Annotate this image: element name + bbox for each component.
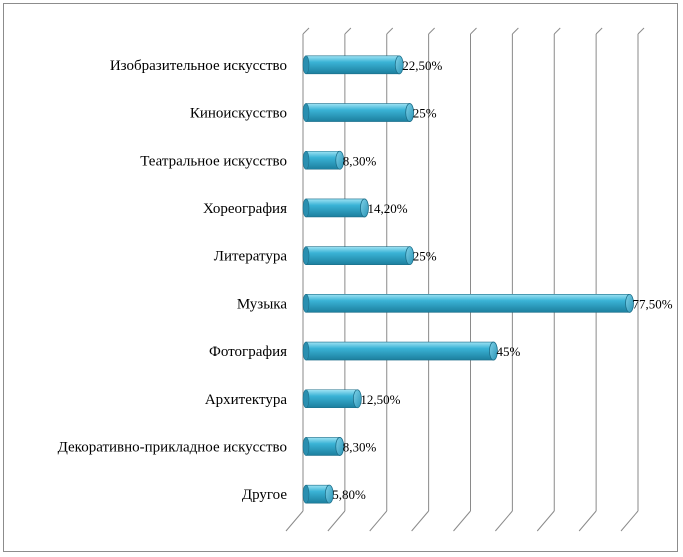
bars — [302, 55, 634, 504]
bar-right-cap — [625, 293, 634, 313]
value-labels: 22,50% 25% 8,30% 14,20% 25% 77,50% 45% 12,50% 8,… — [332, 58, 672, 502]
bar-left-cap — [302, 198, 310, 218]
category-label: Фотография — [209, 344, 287, 360]
data-label: 25% — [413, 106, 437, 121]
category-label: Архитектура — [205, 392, 288, 408]
bar-right-cap — [352, 389, 362, 409]
data-label: 77,50% — [633, 296, 673, 311]
category-label: Другое — [242, 487, 287, 503]
bar-left-cap — [302, 55, 310, 75]
bar-body — [305, 294, 630, 313]
bar — [302, 293, 634, 313]
data-label: 8,30% — [343, 153, 377, 168]
gridline-top — [512, 27, 519, 35]
category-label: Литература — [214, 249, 288, 265]
gridline-floor — [453, 510, 471, 532]
gridline-floor — [285, 510, 304, 532]
bar — [302, 437, 345, 456]
data-label: 14,20% — [367, 201, 407, 216]
bar — [302, 341, 498, 361]
gridline-floor — [327, 510, 346, 532]
category-label: Декоративно-прикладное искусство — [58, 439, 287, 455]
bar-left-cap — [302, 150, 310, 170]
bar-right-cap — [335, 150, 345, 170]
bar-right-cap — [394, 55, 404, 75]
bar-body — [305, 150, 341, 170]
bar-right-cap — [405, 103, 415, 122]
chart-frame — [3, 3, 678, 552]
gridline-floor — [494, 510, 513, 532]
bar — [302, 103, 415, 122]
bar-left-cap — [302, 484, 310, 504]
bar-left-cap — [302, 389, 310, 409]
bar-right-cap — [360, 198, 369, 218]
gridline-floor — [369, 510, 388, 532]
gridline-top — [595, 27, 603, 35]
bar-left-cap — [302, 341, 310, 361]
gridline-top — [344, 27, 352, 35]
gridline-floor — [411, 510, 430, 532]
bar — [302, 198, 369, 218]
bar-left-cap — [302, 437, 310, 456]
bar-body — [305, 103, 410, 122]
bar-right-cap — [335, 437, 345, 456]
bar-right-cap — [324, 484, 334, 504]
bar-left-cap — [302, 103, 310, 122]
bar-body — [305, 198, 365, 218]
data-label: 8,30% — [343, 439, 377, 454]
category-label: Изобразительное искусство — [110, 58, 287, 74]
bar — [302, 484, 334, 504]
gridline-top — [470, 27, 477, 35]
data-label: 25% — [413, 249, 437, 264]
bar-body — [305, 246, 410, 265]
category-label: Музыка — [237, 296, 288, 312]
bar — [302, 389, 362, 409]
bar-left-cap — [302, 294, 310, 313]
data-label: 5,80% — [332, 487, 366, 502]
bar-body — [305, 389, 358, 409]
bar-left-cap — [302, 246, 310, 265]
data-label: 22,50% — [402, 58, 442, 73]
bar — [302, 246, 415, 266]
gridline-top — [386, 27, 394, 35]
bar — [302, 150, 345, 170]
gridline-top — [302, 27, 310, 35]
gridline-top — [553, 27, 561, 35]
bar-body — [305, 341, 494, 361]
bar — [302, 55, 404, 75]
bar-body — [305, 437, 341, 456]
data-label: 45% — [496, 344, 520, 359]
gridline-top — [428, 27, 435, 35]
gridline-top — [637, 27, 645, 35]
gridline-floor — [536, 510, 555, 532]
gridline-floor — [620, 510, 639, 532]
gridline-floor — [578, 510, 597, 532]
category-label: Театральное искусство — [140, 153, 287, 169]
category-labels: Изобразительное искусство Киноискусство Те… — [58, 58, 288, 503]
bar-right-cap — [405, 246, 415, 266]
category-label: Хореография — [203, 201, 287, 217]
data-label: 12,50% — [360, 392, 400, 407]
bar-body — [305, 55, 400, 75]
category-label: Киноискусство — [190, 106, 287, 122]
bar-right-cap — [489, 341, 498, 361]
